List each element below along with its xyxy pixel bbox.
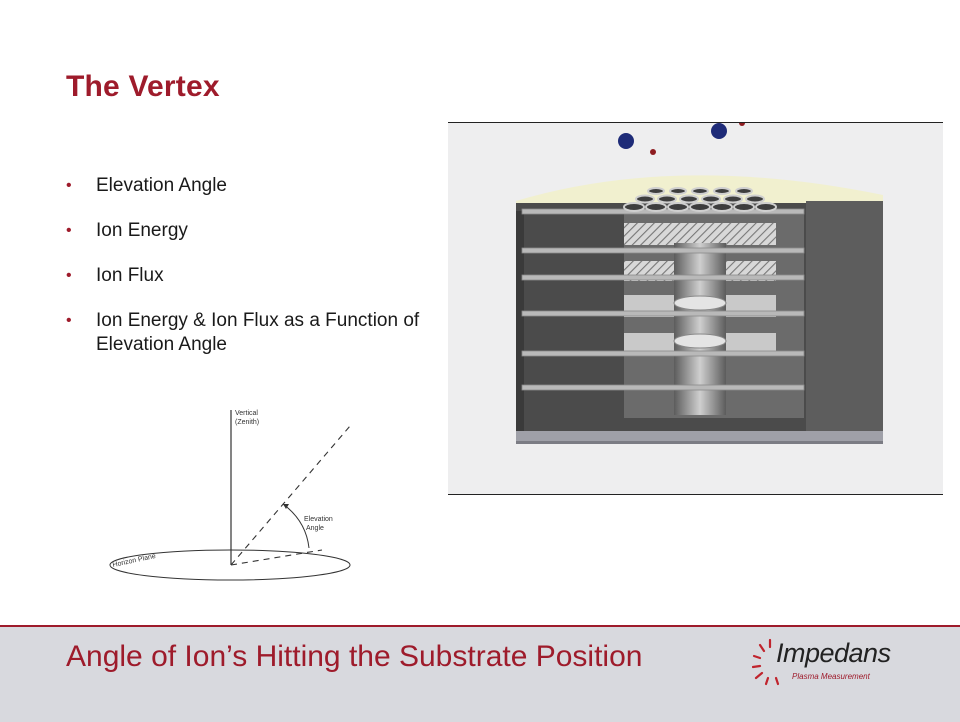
electrode-plates <box>521 208 805 391</box>
hatched-grid <box>624 223 776 245</box>
elevation-angle-diagram: Vertical (Zenith) Elevation Angle Horizo… <box>109 410 351 581</box>
bullet-text: Ion Energy <box>96 220 188 241</box>
housing-left-wall <box>516 211 524 433</box>
bullet-item: • Elevation Angle <box>64 174 444 198</box>
device-illustration-panel <box>448 120 943 495</box>
base-plate <box>516 431 883 443</box>
elevation-label: Elevation <box>304 516 333 523</box>
logo-tagline: Plasma Measurement <box>792 672 870 681</box>
arc-arrow-icon <box>283 504 289 509</box>
housing-right-wall <box>806 201 883 433</box>
ion-blue-icon <box>711 123 727 139</box>
bullet-item: • Ion Energy & Ion Flux as a Function of … <box>64 309 444 357</box>
analyzer-cross-section-image <box>516 120 883 444</box>
footer-title: Angle of Ion’s Hitting the Substrate Pos… <box>66 640 643 673</box>
bullet-dot-icon: • <box>66 312 72 329</box>
angle-label: Angle <box>306 525 324 532</box>
bullet-list: • Elevation Angle • Ion Energy • Ion Flux •… <box>64 174 444 378</box>
ion-red-icon <box>739 120 745 126</box>
slide-title: The Vertex <box>66 70 220 103</box>
base-plate-edge <box>516 441 883 444</box>
bullet-text: Elevation Angle <box>96 175 227 196</box>
cylinder-ring <box>673 295 727 311</box>
footer-bar <box>0 625 960 722</box>
bullet-text: Ion Flux <box>96 265 164 286</box>
bullet-dot-icon: • <box>66 177 72 194</box>
horizon-plane-ellipse <box>109 549 351 581</box>
logo-name: Impedans <box>776 638 891 668</box>
impedans-logo: Impedans Plasma Measurement <box>752 636 902 688</box>
bullet-dot-icon: • <box>66 222 72 239</box>
bullet-text: Ion Energy & Ion Flux as a Function of E… <box>96 310 420 355</box>
bullet-item: • Ion Energy <box>64 219 444 243</box>
bullet-item: • Ion Flux <box>64 264 444 288</box>
aperture-holes <box>623 187 777 212</box>
vertical-label: Vertical <box>235 410 258 417</box>
horizon-plane-label: Horizon Plane <box>112 553 157 569</box>
logo-burst-icon <box>752 638 780 686</box>
ion-direction-line <box>230 425 351 566</box>
ion-red-icon <box>650 149 656 155</box>
ion-blue-icon <box>618 133 634 149</box>
zenith-label: (Zenith) <box>235 419 259 426</box>
cylinder-ring <box>673 333 727 349</box>
bullet-dot-icon: • <box>66 267 72 284</box>
ground-projection-line <box>230 549 323 566</box>
